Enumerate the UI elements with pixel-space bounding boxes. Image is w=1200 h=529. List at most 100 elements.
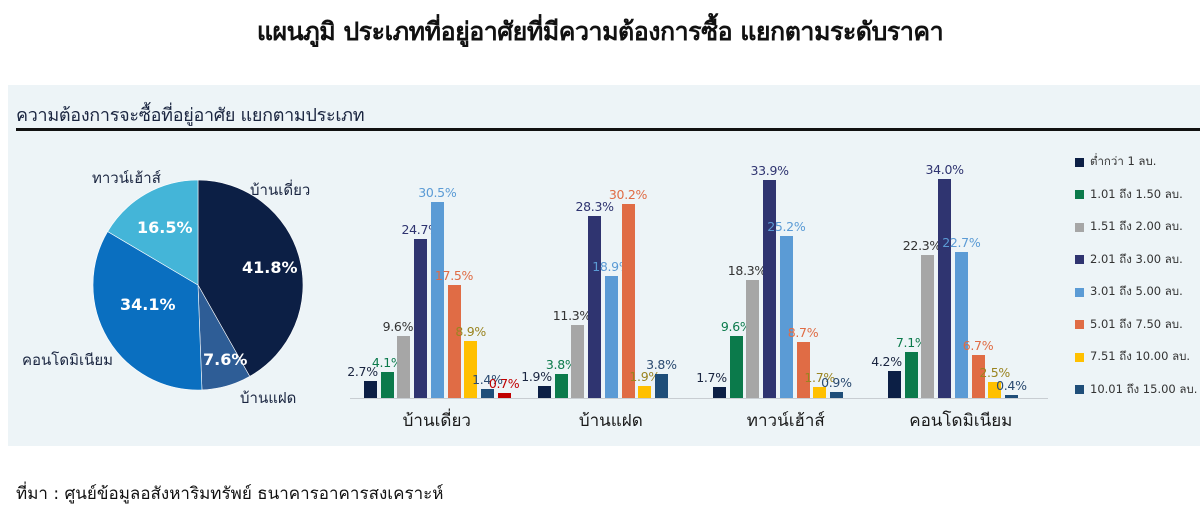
bar-value-label: 1.4% xyxy=(472,371,503,387)
pie-value-label: 34.1% xyxy=(120,295,176,314)
bar xyxy=(497,393,511,398)
legend-swatch-icon xyxy=(1075,255,1084,264)
bar-value-label: 30.5% xyxy=(418,184,457,200)
bar-value-label: 18.3% xyxy=(727,263,767,279)
bar xyxy=(829,392,843,398)
legend-swatch-icon xyxy=(1075,320,1084,329)
bar-value-label: 2.5% xyxy=(979,364,1010,380)
bar xyxy=(554,373,568,398)
legend-label: 3.01 ถึง 5.00 ลบ. xyxy=(1090,284,1183,298)
bar xyxy=(888,370,901,398)
bar-category-label: บ้านแฝด xyxy=(578,411,643,431)
legend-item: 2.01 ถึง 3.00 ลบ. xyxy=(1075,251,1183,269)
bar-value-label: 1.7% xyxy=(804,370,835,386)
bar-value-label: 6.7% xyxy=(962,337,994,353)
bar-value-label: 22.3% xyxy=(902,237,942,253)
legend-item: 1.51 ถึง 2.00 ลบ. xyxy=(1075,218,1183,236)
legend-label: 7.51 ถึง 10.00 ลบ. xyxy=(1090,349,1191,363)
legend-label: ต่ำกว่า 1 ลบ. xyxy=(1090,154,1157,168)
legend-label: 10.01 ถึง 15.00 ลบ. xyxy=(1090,381,1198,396)
pie-category-label: คอนโดมิเนียม xyxy=(22,351,114,369)
bar-value-label: 30.2% xyxy=(608,186,648,202)
pie-chart xyxy=(93,180,303,390)
legend-swatch-icon xyxy=(1075,222,1084,232)
bar xyxy=(938,179,952,398)
bar xyxy=(763,180,777,398)
bar xyxy=(638,385,652,398)
bar-value-label: 33.9% xyxy=(750,163,789,179)
legend-item: 10.01 ถึง 15.00 ลบ. xyxy=(1075,381,1197,399)
pie-value-label: 41.8% xyxy=(242,258,298,277)
bar-category-label: บ้านเดี่ยว xyxy=(402,411,471,431)
legend-swatch-icon xyxy=(1075,157,1084,167)
legend-swatch-icon xyxy=(1075,287,1084,297)
bar xyxy=(796,342,810,398)
bar xyxy=(571,325,585,398)
bar-value-label: 4.1% xyxy=(371,354,403,370)
pie-value-label: 16.5% xyxy=(137,218,193,237)
bar xyxy=(430,201,444,398)
pie-category-label: ทาวน์เฮ้าส์ xyxy=(92,169,161,187)
bar xyxy=(921,254,935,398)
legend-item: ต่ำกว่า 1 ลบ. xyxy=(1075,153,1156,171)
bar xyxy=(588,216,602,398)
bar-value-label: 2.7% xyxy=(347,363,378,379)
legend-item: 1.01 ถึง 1.50 ลบ. xyxy=(1075,186,1183,204)
bar-value-label: 7.1% xyxy=(895,335,927,351)
legend-item: 5.01 ถึง 7.50 ลบ. xyxy=(1075,316,1183,334)
bar-chart-baseline xyxy=(350,398,1048,399)
source-note: ที่มา : ศูนย์ข้อมูลอสังหาริมทรัพย์ ธนาคา… xyxy=(16,484,444,504)
legend-label: 1.01 ถึง 1.50 ลบ. xyxy=(1090,186,1183,201)
bar-value-label: 1.9% xyxy=(629,368,660,384)
bar xyxy=(654,373,668,398)
bar-category-label: ทาวน์เฮ้าส์ xyxy=(746,411,825,431)
bar-value-label: 0.9% xyxy=(821,375,852,391)
legend-swatch-icon xyxy=(1075,190,1084,199)
bar xyxy=(904,352,918,398)
bar xyxy=(480,388,494,398)
bar xyxy=(1004,395,1018,398)
bar xyxy=(464,340,478,398)
bar xyxy=(988,381,1002,398)
bar-value-label: 3.8% xyxy=(545,356,577,372)
bar xyxy=(414,239,428,398)
bar-category-label: คอนโดมิเนียม xyxy=(909,411,1013,431)
subtitle-divider xyxy=(16,128,1200,131)
panel-subtitle: ความต้องการจะซื้อที่อยู่อาศัย แยกตามประเ… xyxy=(16,105,365,126)
bar xyxy=(746,280,760,398)
pie-slice xyxy=(93,231,203,390)
pie-slice xyxy=(197,180,303,377)
bar-value-label: 18.9% xyxy=(592,259,631,275)
bar xyxy=(380,371,394,398)
legend-swatch-icon xyxy=(1075,385,1084,394)
bar xyxy=(397,336,411,398)
bar xyxy=(713,387,726,398)
bar xyxy=(538,385,551,398)
bar-value-label: 9.6% xyxy=(382,319,414,335)
bar xyxy=(954,252,968,398)
bar-value-label: 17.5% xyxy=(434,268,474,284)
bar xyxy=(779,235,793,398)
bar-value-label: 25.2% xyxy=(767,218,806,234)
bar-value-label: 34.0% xyxy=(925,162,964,178)
legend-label: 5.01 ถึง 7.50 ลบ. xyxy=(1090,316,1183,331)
bar xyxy=(604,276,618,398)
bar-value-label: 1.9% xyxy=(521,368,552,384)
page-title: แผนภูมิ ประเภทที่อยู่อาศัยที่มีความต้องก… xyxy=(256,17,944,46)
bar-value-label: 8.9% xyxy=(455,323,486,339)
bar-value-label: 9.6% xyxy=(720,319,752,335)
pie-slice xyxy=(107,180,199,286)
bar-value-label: 1.7% xyxy=(696,370,727,386)
bar-value-label: 0.4% xyxy=(996,378,1027,394)
bar-value-label: 4.2% xyxy=(871,353,902,369)
legend-label: 1.51 ถึง 2.00 ลบ. xyxy=(1090,219,1183,233)
pie-category-label: บ้านแฝด xyxy=(240,389,297,407)
bar xyxy=(971,354,985,398)
legend-label: 2.01 ถึง 3.00 ลบ. xyxy=(1090,251,1183,266)
legend-item: 3.01 ถึง 5.00 ลบ. xyxy=(1075,283,1183,301)
bar-value-label: 11.3% xyxy=(552,308,592,324)
bar xyxy=(729,336,743,398)
bar xyxy=(447,285,461,398)
bar xyxy=(364,380,377,398)
bar-value-label: 3.8% xyxy=(646,356,677,372)
